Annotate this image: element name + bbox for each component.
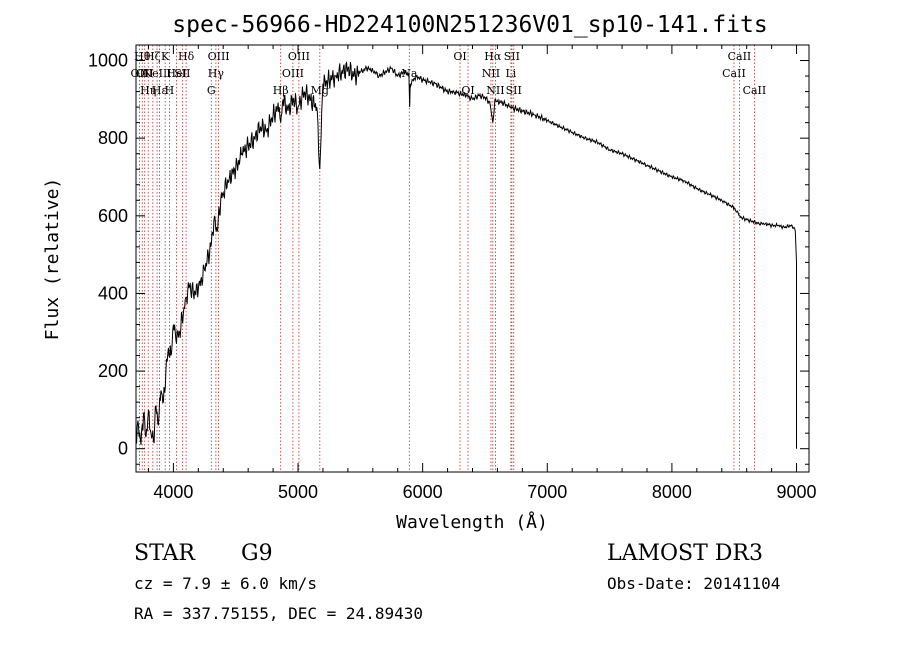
marker-label: CaII — [743, 84, 767, 97]
marker-label: Li — [505, 67, 516, 80]
coordinates: RA = 337.75155, DEC = 24.89430 — [134, 604, 423, 623]
marker-label: Hε — [152, 84, 168, 97]
marker-label: Hη — [140, 84, 156, 97]
marker-label: Mg — [311, 84, 329, 97]
marker-label: OIII — [282, 67, 304, 80]
marker-label: H — [165, 84, 175, 97]
marker-label: SII — [504, 50, 520, 63]
plot-frame — [135, 44, 810, 473]
marker-label: HeI — [166, 67, 186, 80]
x-tick-label: 6000 — [403, 482, 443, 502]
x-tick-label: 5000 — [278, 482, 318, 502]
chart-title: spec-56966-HD224100N251236V01_sp10-141.f… — [172, 12, 767, 38]
marker-label: Hβ — [273, 84, 289, 97]
marker-label: NeIII — [142, 67, 171, 80]
x-tick-label: 9000 — [777, 482, 817, 502]
x-tick-label: 4000 — [153, 482, 193, 502]
spectral-line-markers: OIIHθOIIHηHζNeIIIHεKHHeISIIHδGHγOIIIHβOI… — [131, 45, 767, 472]
object-type: STAR — [134, 541, 196, 566]
y-tick-label: 0 — [118, 439, 128, 459]
marker-label: OII — [131, 67, 149, 80]
marker-label: NII — [486, 84, 504, 97]
marker-label: Hδ — [178, 50, 195, 63]
x-axis-label: Wavelength (Å) — [396, 511, 548, 533]
observation-date: Obs-Date: 20141104 — [607, 574, 780, 593]
y-tick-label: 200 — [98, 361, 128, 381]
marker-label: Hα — [484, 50, 502, 63]
y-tick-label: 1000 — [88, 51, 128, 71]
marker-label: OIII — [208, 50, 230, 63]
marker-label: Hζ — [145, 50, 161, 63]
y-tick-label: 800 — [98, 128, 128, 148]
marker-label: CaII — [722, 67, 746, 80]
marker-label: SII — [506, 84, 522, 97]
redshift-cz: cz = 7.9 ± 6.0 km/s — [134, 574, 317, 593]
y-tick-label: 600 — [98, 206, 128, 226]
marker-label: K — [161, 50, 170, 63]
flux-series-line — [135, 60, 797, 449]
marker-label: OII — [136, 67, 154, 80]
object-subclass: G9 — [241, 541, 273, 566]
y-axis-label: Flux (relative) — [42, 178, 63, 341]
survey-name: LAMOST DR3 — [607, 541, 763, 566]
marker-label: Hθ — [134, 50, 151, 63]
y-tick-label: 400 — [98, 283, 128, 303]
marker-label: G — [207, 84, 216, 97]
marker-label: Hγ — [208, 67, 225, 80]
x-tick-label: 8000 — [652, 482, 692, 502]
marker-label: OI — [453, 50, 466, 63]
marker-label: NII — [482, 67, 500, 80]
x-tick-label: 7000 — [527, 482, 567, 502]
marker-label: CaII — [728, 50, 752, 63]
marker-label: SII — [174, 67, 190, 80]
marker-label: OIII — [288, 50, 310, 63]
axis-ticks: 4000 5000 6000 7000 8000 9000 0 200 400 600 800 100… — [88, 44, 817, 502]
